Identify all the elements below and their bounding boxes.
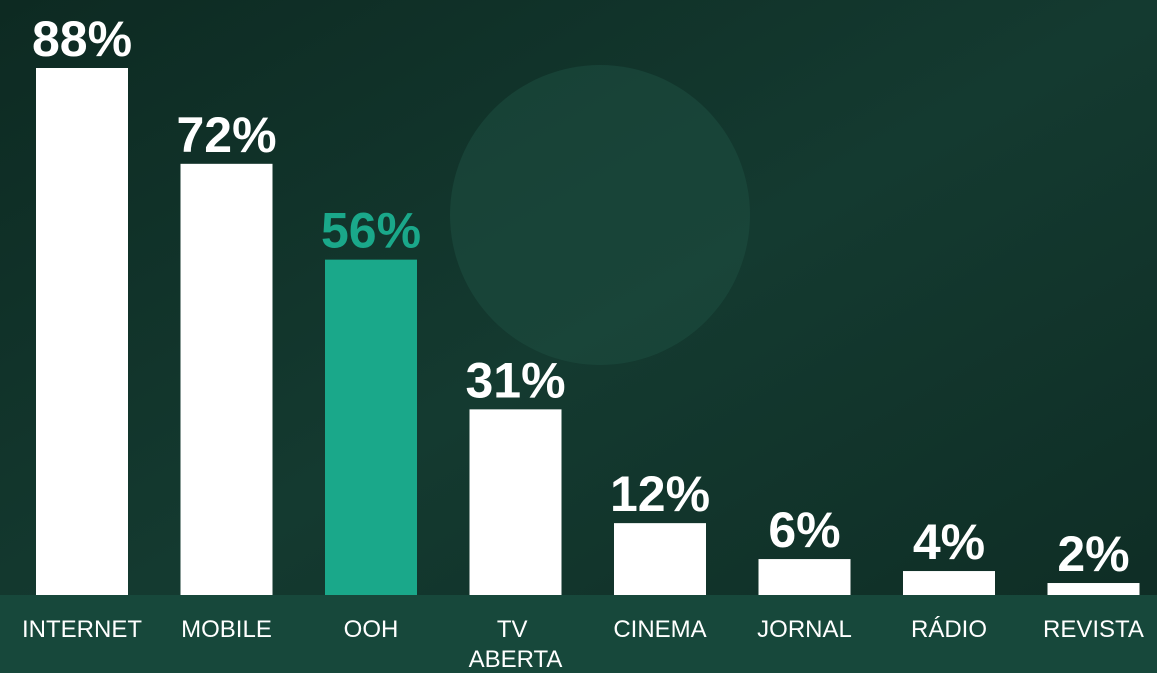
value-label: 72% xyxy=(176,107,276,163)
category-label: JORNAL xyxy=(757,616,852,643)
category-label: CINEMA xyxy=(613,616,706,643)
value-label: 88% xyxy=(32,11,132,67)
category-label: REVISTA xyxy=(1043,616,1144,643)
bar xyxy=(469,409,562,595)
category-label: TV ABERTA xyxy=(469,616,563,673)
value-label: 4% xyxy=(913,514,985,570)
value-label: 56% xyxy=(321,203,421,259)
label-strip xyxy=(0,595,1157,673)
bar xyxy=(1047,583,1140,595)
bg-circle xyxy=(450,65,750,365)
category-label: OOH xyxy=(344,616,399,643)
category-label: MOBILE xyxy=(181,616,272,643)
bar xyxy=(758,559,851,595)
value-label: 6% xyxy=(768,502,840,558)
category-label: RÁDIO xyxy=(911,616,987,643)
bar xyxy=(614,523,706,595)
bar xyxy=(903,571,995,595)
bar xyxy=(180,163,273,595)
value-label: 12% xyxy=(610,466,710,522)
category-label: INTERNET xyxy=(22,616,142,643)
value-label: 2% xyxy=(1057,526,1129,582)
value-label: 31% xyxy=(465,352,565,408)
bar xyxy=(325,259,417,595)
bar xyxy=(36,68,128,595)
